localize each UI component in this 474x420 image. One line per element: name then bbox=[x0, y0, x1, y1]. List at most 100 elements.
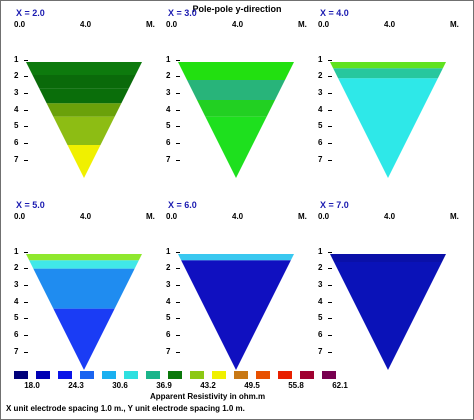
depth-tick bbox=[176, 160, 180, 161]
depth-tick bbox=[176, 110, 180, 111]
depth-label: 2 bbox=[14, 71, 19, 80]
legend-swatch bbox=[256, 371, 270, 379]
spacing-note: X unit electrode spacing 1.0 m., Y unit … bbox=[6, 404, 245, 413]
legend-value: 62.1 bbox=[332, 381, 348, 390]
depth-tick bbox=[24, 252, 28, 253]
depth-tick bbox=[24, 335, 28, 336]
panel-axis: 0.0 4.0 M. bbox=[10, 212, 160, 224]
legend-swatch bbox=[322, 371, 336, 379]
axis-right-label: M. bbox=[146, 20, 155, 29]
depth-label: 3 bbox=[166, 280, 171, 289]
legend-value: 24.3 bbox=[68, 381, 84, 390]
depth-tick bbox=[24, 126, 28, 127]
depth-label: 4 bbox=[318, 297, 323, 306]
pseudosection-triangle bbox=[26, 254, 142, 370]
depth-label: 6 bbox=[166, 330, 171, 339]
depth-label: 6 bbox=[318, 138, 323, 147]
depth-label: 6 bbox=[14, 138, 19, 147]
depth-label: 1 bbox=[14, 247, 19, 256]
depth-tick bbox=[328, 252, 332, 253]
depth-tick bbox=[328, 302, 332, 303]
resistivity-band bbox=[178, 260, 294, 370]
axis-left-label: 0.0 bbox=[166, 212, 178, 221]
depth-label: 1 bbox=[318, 247, 323, 256]
pseudosection-panel: X = 6.0 0.0 4.0 M. 1 2 3 4 5 6 7 bbox=[162, 200, 312, 390]
panel-axis: 0.0 4.0 M. bbox=[10, 20, 160, 32]
legend-swatch bbox=[168, 371, 182, 379]
axis-left-label: 0.0 bbox=[318, 20, 330, 29]
panel-x-label: X = 6.0 bbox=[168, 200, 197, 210]
depth-tick bbox=[328, 143, 332, 144]
depth-label: 1 bbox=[318, 55, 323, 64]
depth-label: 3 bbox=[14, 280, 19, 289]
resistivity-band bbox=[26, 103, 142, 117]
resistivity-band bbox=[26, 308, 142, 370]
panel-x-label: X = 7.0 bbox=[320, 200, 349, 210]
depth-tick bbox=[24, 352, 28, 353]
depth-tick bbox=[176, 302, 180, 303]
depth-label: 1 bbox=[14, 55, 19, 64]
depth-label: 1 bbox=[166, 247, 171, 256]
panel-x-label: X = 3.0 bbox=[168, 8, 197, 18]
depth-tick bbox=[24, 143, 28, 144]
depth-tick bbox=[328, 60, 332, 61]
depth-label: 2 bbox=[14, 263, 19, 272]
legend-swatch bbox=[102, 371, 116, 379]
resistivity-band bbox=[26, 88, 142, 104]
panel-axis: 0.0 4.0 M. bbox=[314, 212, 464, 224]
resistivity-band bbox=[178, 254, 294, 261]
depth-tick bbox=[24, 268, 28, 269]
pseudosection-panel: X = 4.0 0.0 4.0 M. 1 2 3 4 5 6 7 bbox=[314, 8, 464, 198]
depth-tick bbox=[24, 93, 28, 94]
legend-title: Apparent Resistivity in ohm.m bbox=[150, 392, 266, 401]
pseudosection-triangle bbox=[26, 62, 142, 178]
depth-label: 5 bbox=[166, 121, 171, 130]
depth-label: 3 bbox=[166, 88, 171, 97]
depth-label: 2 bbox=[166, 263, 171, 272]
legend-value: 36.9 bbox=[156, 381, 172, 390]
panel-x-label: X = 2.0 bbox=[16, 8, 45, 18]
axis-left-label: 0.0 bbox=[14, 20, 26, 29]
depth-tick bbox=[328, 160, 332, 161]
pseudosection-panel: X = 5.0 0.0 4.0 M. 1 2 3 4 5 6 7 bbox=[10, 200, 160, 390]
depth-tick bbox=[176, 318, 180, 319]
depth-label: 6 bbox=[14, 330, 19, 339]
pseudosection-panel: X = 3.0 0.0 4.0 M. 1 2 3 4 5 6 7 bbox=[162, 8, 312, 198]
axis-mid-label: 4.0 bbox=[80, 20, 92, 29]
depth-tick bbox=[328, 285, 332, 286]
pseudosection-triangle bbox=[330, 254, 446, 370]
resistivity-band bbox=[330, 262, 446, 370]
legend-swatch bbox=[146, 371, 160, 379]
depth-tick bbox=[24, 110, 28, 111]
depth-tick bbox=[328, 335, 332, 336]
depth-label: 7 bbox=[318, 155, 323, 164]
legend-swatch bbox=[278, 371, 292, 379]
depth-tick bbox=[24, 160, 28, 161]
axis-mid-label: 4.0 bbox=[232, 20, 244, 29]
legend-value: 43.2 bbox=[200, 381, 216, 390]
depth-label: 5 bbox=[14, 313, 19, 322]
depth-label: 6 bbox=[318, 330, 323, 339]
depth-label: 3 bbox=[318, 88, 323, 97]
resistivity-band bbox=[178, 80, 294, 100]
depth-tick bbox=[24, 318, 28, 319]
depth-tick bbox=[24, 60, 28, 61]
panel-axis: 0.0 4.0 M. bbox=[162, 20, 312, 32]
axis-mid-label: 4.0 bbox=[80, 212, 92, 221]
depth-label: 5 bbox=[166, 313, 171, 322]
depth-tick bbox=[176, 252, 180, 253]
axis-right-label: M. bbox=[450, 20, 459, 29]
depth-label: 1 bbox=[166, 55, 171, 64]
depth-label: 7 bbox=[14, 347, 19, 356]
axis-mid-label: 4.0 bbox=[384, 20, 396, 29]
depth-tick bbox=[328, 268, 332, 269]
panel-x-label: X = 5.0 bbox=[16, 200, 45, 210]
axis-left-label: 0.0 bbox=[14, 212, 26, 221]
pseudosection-triangle bbox=[330, 62, 446, 178]
depth-label: 4 bbox=[318, 105, 323, 114]
resistivity-band bbox=[26, 268, 142, 309]
legend-value: 49.5 bbox=[244, 381, 260, 390]
axis-left-label: 0.0 bbox=[166, 20, 178, 29]
resistivity-band bbox=[26, 62, 142, 75]
resistivity-band bbox=[178, 116, 294, 178]
